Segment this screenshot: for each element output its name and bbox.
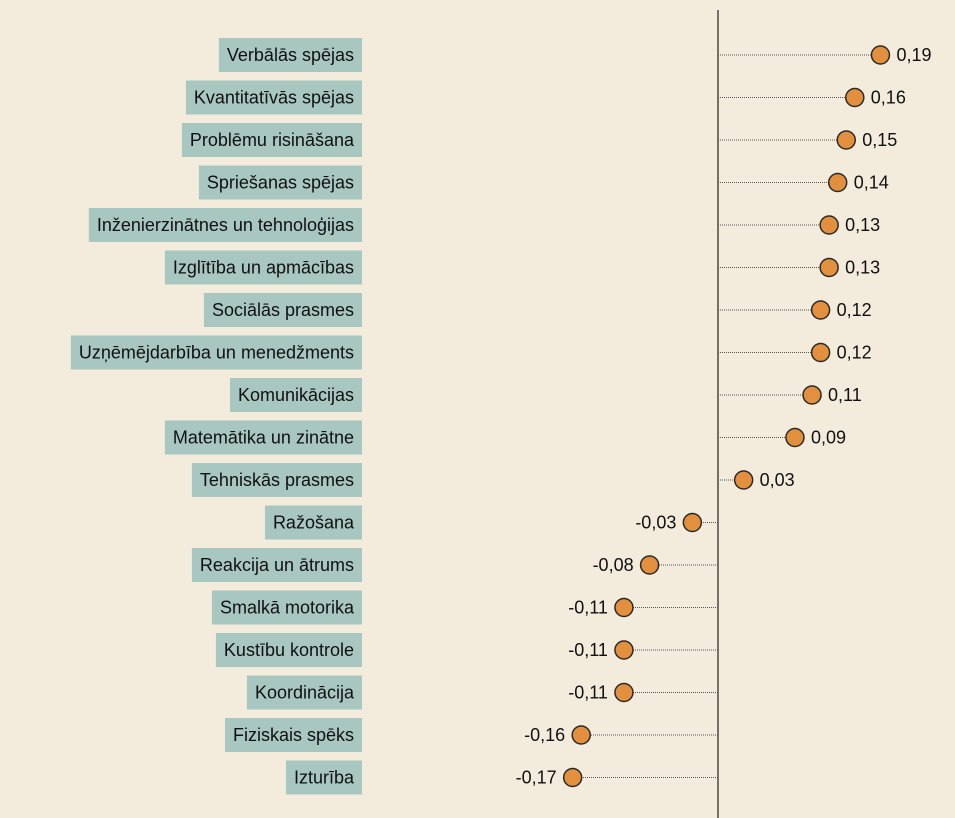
value-label: 0,11: [828, 385, 862, 405]
value-label: 0,12: [837, 342, 872, 362]
category-label: Problēmu risināšana: [190, 130, 355, 150]
dot: [639, 555, 660, 575]
label-box: [229, 378, 362, 412]
dot: [614, 682, 634, 703]
value-label: -0,03: [635, 512, 676, 532]
value-label: -0,08: [593, 555, 634, 575]
dot: [571, 725, 591, 745]
label-box: [164, 420, 362, 455]
dot: [802, 385, 822, 405]
category-label: Spriešanas spējas: [207, 172, 354, 192]
dot: [614, 597, 634, 618]
category-label: Izglītība un apmācības: [173, 257, 354, 277]
category-label: Matemātika un zinātne: [173, 427, 354, 447]
dot: [733, 470, 754, 490]
dot: [819, 215, 839, 235]
category-label: Izturība: [294, 767, 355, 787]
value-label: -0,17: [516, 767, 557, 787]
value-label: -0,11: [568, 682, 608, 702]
category-label: Tehniskās prasmes: [200, 470, 354, 490]
label-box: [191, 463, 362, 497]
label-box: [185, 80, 362, 115]
value-label: -0,11: [568, 640, 608, 660]
value-label: 0,14: [854, 172, 889, 192]
value-label: 0,09: [811, 427, 846, 447]
value-label: 0,12: [837, 300, 872, 320]
value-label: 0,13: [845, 215, 880, 235]
label-box: [203, 293, 362, 327]
label-box: [224, 718, 362, 752]
value-label: 0,15: [862, 130, 897, 150]
label-box: [164, 250, 362, 285]
value-label: 0,19: [896, 45, 931, 65]
label-box: [285, 760, 362, 795]
label-box: [218, 38, 362, 72]
label-box: [70, 335, 362, 370]
value-label: 0,16: [871, 87, 906, 107]
label-box: [215, 633, 362, 667]
value-label: -0,11: [568, 597, 608, 617]
category-label: Koordinācija: [255, 682, 355, 702]
dot: [827, 172, 848, 193]
label-box: [264, 505, 362, 540]
value-label: 0,03: [760, 470, 795, 490]
value-label: 0,13: [845, 257, 880, 277]
label-box: [181, 123, 362, 157]
dot: [870, 45, 891, 65]
label-box: [198, 165, 362, 200]
category-label: Ražošana: [273, 512, 355, 532]
category-label: Uzņēmējdarbība un menedžments: [79, 342, 354, 362]
dot: [845, 87, 865, 108]
dot: [562, 767, 583, 788]
category-label: Kvantitatīvās spējas: [194, 87, 354, 107]
label-box: [246, 675, 362, 710]
label-box: [191, 548, 362, 582]
dot: [819, 257, 839, 278]
category-label: Komunikācijas: [238, 385, 354, 405]
category-label: Kustību kontrole: [224, 640, 354, 660]
dot: [810, 342, 831, 363]
label-box: [88, 208, 362, 242]
category-label: Smalkā motorika: [220, 597, 355, 617]
dot: [785, 427, 805, 448]
category-label: Inženierzinātnes un tehnoloģijas: [97, 215, 354, 235]
label-box: [211, 590, 362, 625]
category-label: Reakcija un ātrums: [200, 555, 354, 575]
category-label: Fiziskais spēks: [233, 725, 354, 745]
dot: [810, 300, 831, 320]
dot: [682, 512, 703, 533]
category-label: Verbālās spējas: [227, 45, 354, 65]
dot: [614, 640, 634, 660]
dot: [836, 130, 856, 150]
category-label: Sociālās prasmes: [212, 300, 354, 320]
value-label: -0,16: [524, 725, 565, 745]
